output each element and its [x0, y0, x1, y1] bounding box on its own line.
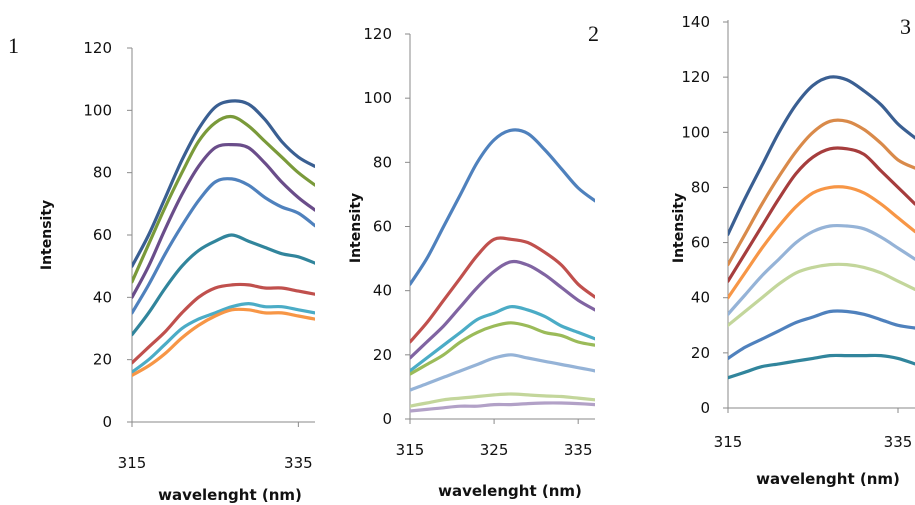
- y-tick-label: 80: [373, 153, 392, 171]
- series-line-2: [728, 118, 915, 267]
- x-tick-label: 335: [284, 454, 313, 472]
- y-tick-label: 0: [102, 413, 112, 431]
- y-axis-label: Intensity: [39, 200, 55, 270]
- series-line-4: [728, 185, 915, 300]
- series-line-5: [132, 233, 315, 337]
- y-tick-label: 20: [691, 344, 710, 362]
- y-tick-label: 80: [93, 164, 112, 182]
- y-tick-label: 20: [93, 351, 112, 369]
- x-tick-label: 325: [480, 441, 509, 459]
- panel-label: 3: [900, 14, 911, 39]
- y-tick-label: 120: [363, 25, 392, 43]
- series-line-6: [728, 262, 915, 327]
- x-axis-label: wavelenght (nm): [756, 470, 900, 488]
- series-line-8: [728, 353, 915, 380]
- series-group: [728, 75, 915, 380]
- y-tick-label: 0: [700, 399, 710, 417]
- x-axis-label: wavelenght (nm): [438, 482, 582, 500]
- y-tick-label: 100: [83, 101, 112, 119]
- y-tick-label: 120: [83, 39, 112, 57]
- series-line-5: [728, 223, 915, 316]
- x-ticks: 315 335: [714, 408, 913, 451]
- y-tick-label: 80: [691, 178, 710, 196]
- series-line-2: [132, 114, 315, 284]
- x-tick-label: 315: [396, 441, 425, 459]
- y-ticks: 0 20 40 60 80 100 120: [363, 25, 410, 428]
- series-line-4: [132, 177, 315, 315]
- chart-panel-1: 1 0 20 40 60 80 100 120 315 335 Intensity wavel…: [8, 33, 315, 504]
- series-line-8: [132, 307, 315, 377]
- y-tick-label: 60: [373, 218, 392, 236]
- panel-label: 1: [8, 33, 19, 58]
- series-line-3: [410, 259, 595, 360]
- y-tick-label: 40: [691, 289, 710, 307]
- y-axis-label: Intensity: [348, 193, 364, 263]
- x-tick-label: 335: [884, 433, 913, 451]
- y-ticks: 0 20 40 60 80 100 120: [83, 39, 132, 431]
- y-tick-label: 100: [681, 123, 710, 141]
- y-tick-label: 140: [681, 13, 710, 31]
- series-line-1: [410, 128, 595, 286]
- x-axis-label: wavelenght (nm): [158, 486, 302, 504]
- series-group: [132, 99, 315, 377]
- series-line-3: [132, 142, 315, 299]
- y-ticks: 0 20 40 60 80 100 120 140: [681, 13, 728, 417]
- y-axis-label: Intensity: [671, 193, 687, 263]
- y-tick-label: 20: [373, 346, 392, 364]
- series-line-7: [410, 392, 595, 408]
- series-line-7: [728, 309, 915, 360]
- series-line-3: [728, 146, 915, 283]
- y-tick-label: 60: [691, 234, 710, 252]
- y-tick-label: 120: [681, 68, 710, 86]
- series-line-6: [132, 282, 315, 365]
- panel-label: 2: [588, 21, 599, 46]
- series-line-1: [728, 75, 915, 236]
- x-tick-label: 335: [564, 441, 593, 459]
- series-line-2: [410, 236, 595, 344]
- series-line-1: [132, 99, 315, 268]
- series-line-8: [410, 401, 595, 413]
- x-ticks: 315 335: [118, 422, 313, 472]
- chart-panel-2: 2 0 20 40 60 80 100 120 315 325 335 Intensity wa…: [348, 21, 599, 500]
- y-tick-label: 40: [93, 288, 112, 306]
- series-line-7: [132, 302, 315, 374]
- x-ticks: 315 325 335: [396, 419, 593, 459]
- series-line-6: [410, 353, 595, 392]
- y-tick-label: 100: [363, 89, 392, 107]
- x-tick-label: 315: [118, 454, 147, 472]
- chart-panel-3: 3 0 20 40 60 80 100 120 140 315 335 Intensity wa…: [671, 13, 915, 488]
- series-line-5: [410, 321, 595, 376]
- x-tick-label: 315: [714, 433, 743, 451]
- series-line-4: [410, 305, 595, 373]
- y-tick-label: 0: [382, 410, 392, 428]
- y-tick-label: 60: [93, 226, 112, 244]
- series-group: [410, 128, 595, 413]
- y-tick-label: 40: [373, 282, 392, 300]
